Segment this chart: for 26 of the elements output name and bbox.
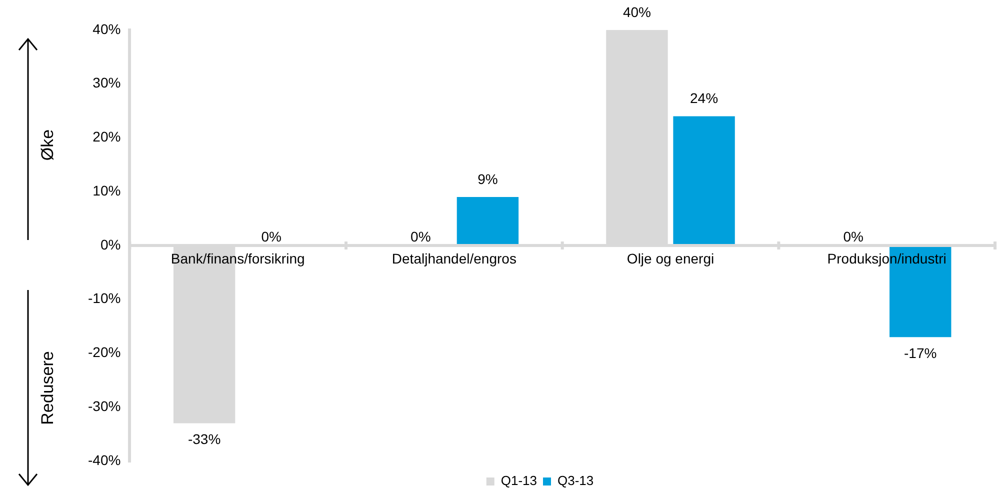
y-tick-label: 30% <box>92 74 121 91</box>
y-tick-label: 0% <box>100 236 121 252</box>
y-tick-label: 40% <box>92 20 121 37</box>
y-tick-label: -40% <box>88 452 121 468</box>
legend-label: Q1-13 <box>500 473 538 488</box>
data-label: -33% <box>188 431 221 448</box>
data-label: 40% <box>622 4 651 20</box>
legend-label: Q3-13 <box>558 473 594 488</box>
data-label: 0% <box>261 228 282 244</box>
x-tick-label: Detaljhandel/engros <box>392 250 516 266</box>
y-tick-label: -20% <box>88 344 121 360</box>
text: Øke <box>38 129 58 161</box>
x-tick-label: Bank/finans/forsikring <box>170 250 305 266</box>
data-label: 0% <box>410 228 431 244</box>
bar <box>456 197 519 246</box>
y-tick-label: 20% <box>92 128 121 145</box>
data-label: 24% <box>690 90 718 106</box>
y-tick-label: 10% <box>92 182 121 198</box>
x-tick-label: Olje og energi <box>626 250 714 266</box>
data-label: 9% <box>478 170 498 187</box>
data-label: 0% <box>843 228 864 244</box>
bar <box>673 116 735 246</box>
y-tick-label: -30% <box>88 398 121 414</box>
y-tick-label: -10% <box>88 290 121 306</box>
text: Redusere <box>38 351 58 425</box>
data-label: -17% <box>904 344 937 361</box>
